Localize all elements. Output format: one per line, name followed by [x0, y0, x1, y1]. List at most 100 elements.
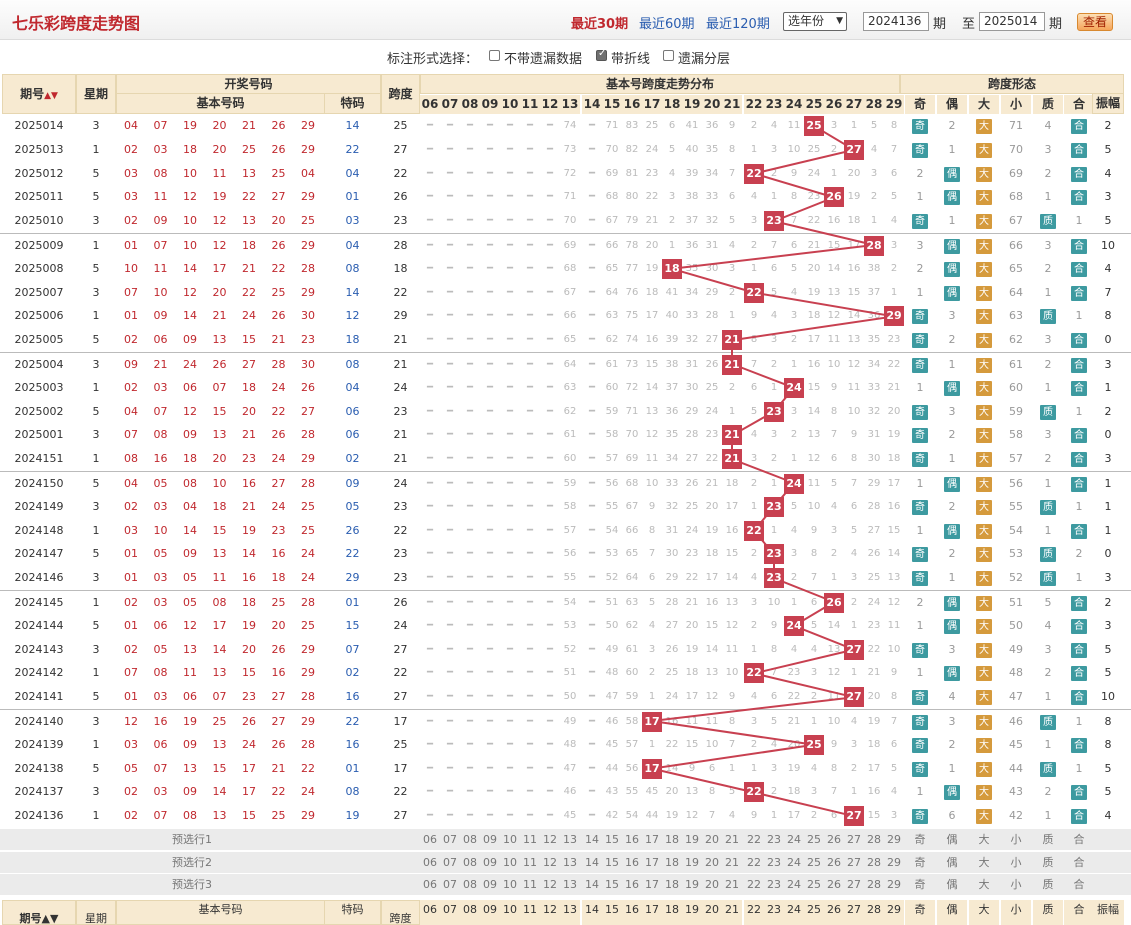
- preselect-number[interactable]: 29: [887, 878, 901, 891]
- preselect-number[interactable]: 19: [685, 855, 699, 869]
- preselect-number[interactable]: 27: [847, 833, 861, 846]
- preselect-form[interactable]: 奇: [914, 833, 926, 846]
- preselect-number[interactable]: 14: [585, 833, 599, 846]
- preselect-number[interactable]: 21: [725, 878, 739, 891]
- query-button[interactable]: 查看: [1077, 13, 1113, 31]
- preselect-number[interactable]: 26: [827, 878, 841, 891]
- preselect-number[interactable]: 10: [503, 855, 517, 869]
- preselect-number[interactable]: 25: [807, 833, 821, 846]
- preselect-number[interactable]: 26: [827, 855, 841, 869]
- preselect-number[interactable]: 15: [605, 833, 619, 846]
- preselect-form[interactable]: 大: [978, 878, 990, 891]
- preselect-number[interactable]: 28: [867, 833, 881, 846]
- preselect-form[interactable]: 奇: [914, 878, 926, 891]
- preselect-form[interactable]: 偶: [946, 855, 958, 869]
- preselect-number[interactable]: 09: [483, 855, 497, 869]
- preselect-number[interactable]: 22: [747, 878, 761, 891]
- preselect-number[interactable]: 18: [665, 878, 679, 891]
- preselect-form[interactable]: 质: [1042, 833, 1054, 846]
- preselect-number[interactable]: 25: [807, 878, 821, 891]
- preselect-number[interactable]: 21: [725, 833, 739, 846]
- preselect-number[interactable]: 11: [523, 878, 537, 891]
- preselect-number[interactable]: 16: [625, 833, 639, 846]
- preselect-form[interactable]: 奇: [914, 855, 926, 869]
- preselect-form[interactable]: 大: [978, 855, 990, 869]
- preselect-form[interactable]: 合: [1073, 833, 1085, 846]
- link-recent-60[interactable]: 最近60期: [639, 17, 695, 32]
- link-recent-120[interactable]: 最近120期: [706, 17, 770, 32]
- preselect-number[interactable]: 16: [625, 855, 639, 869]
- preselect-number[interactable]: 23: [767, 878, 781, 891]
- preselect-number[interactable]: 23: [767, 833, 781, 846]
- preselect-number[interactable]: 24: [787, 878, 801, 891]
- preselect-number[interactable]: 24: [787, 855, 801, 869]
- checkbox-layered[interactable]: [663, 50, 674, 61]
- preselect-form[interactable]: 偶: [946, 833, 958, 846]
- preselect-number[interactable]: 13: [563, 833, 577, 846]
- preselect-number[interactable]: 20: [705, 855, 719, 869]
- year-select[interactable]: 选年份 ▼: [783, 12, 847, 31]
- preselect-number[interactable]: 12: [543, 833, 557, 846]
- preselect-number[interactable]: 13: [563, 878, 577, 891]
- preselect-number[interactable]: 17: [645, 878, 659, 891]
- preselect-number[interactable]: 27: [847, 855, 861, 869]
- preselect-number[interactable]: 07: [443, 833, 457, 846]
- link-recent-30[interactable]: 最近30期: [571, 17, 629, 32]
- preselect-number[interactable]: 09: [483, 878, 497, 891]
- preselect-number[interactable]: 06: [423, 878, 437, 891]
- preselect-row[interactable]: 预选行2 06 07 08 09 10 11 12 13 14 15 16 17 18 19 20 21 22 23…: [0, 850, 1131, 873]
- preselect-number[interactable]: 12: [543, 855, 557, 869]
- preselect-number[interactable]: 17: [645, 855, 659, 869]
- checkbox-polyline[interactable]: [596, 48, 607, 61]
- preselect-number[interactable]: 18: [665, 855, 679, 869]
- preselect-number[interactable]: 14: [585, 855, 599, 869]
- preselect-number[interactable]: 10: [503, 878, 517, 891]
- preselect-number[interactable]: 12: [543, 878, 557, 891]
- preselect-number[interactable]: 11: [523, 833, 537, 846]
- preselect-number[interactable]: 06: [423, 855, 437, 869]
- preselect-form[interactable]: 小: [1010, 855, 1022, 869]
- preselect-form[interactable]: 质: [1042, 855, 1054, 869]
- preselect-number[interactable]: 08: [463, 833, 477, 846]
- preselect-number[interactable]: 25: [807, 855, 821, 869]
- preselect-number[interactable]: 08: [463, 878, 477, 891]
- preselect-number[interactable]: 11: [523, 855, 537, 869]
- preselect-form[interactable]: 质: [1042, 878, 1054, 891]
- preselect-number[interactable]: 18: [665, 833, 679, 846]
- preselect-number[interactable]: 28: [867, 878, 881, 891]
- preselect-number[interactable]: 28: [867, 855, 881, 869]
- preselect-number[interactable]: 08: [463, 855, 477, 869]
- preselect-number[interactable]: 26: [827, 833, 841, 846]
- preselect-form[interactable]: 合: [1073, 855, 1085, 869]
- preselect-number[interactable]: 21: [725, 855, 739, 869]
- preselect-number[interactable]: 27: [847, 878, 861, 891]
- preselect-number[interactable]: 13: [563, 855, 577, 869]
- preselect-row[interactable]: 预选行3 06 07 08 09 10 11 12 13 14 15 16 17 18 19 20 21 22 23…: [0, 873, 1131, 895]
- to-issue-input[interactable]: 2025014: [979, 12, 1045, 31]
- preselect-number[interactable]: 06: [423, 833, 437, 846]
- preselect-number[interactable]: 14: [585, 878, 599, 891]
- preselect-number[interactable]: 24: [787, 833, 801, 846]
- preselect-number[interactable]: 19: [685, 878, 699, 891]
- preselect-number[interactable]: 29: [887, 833, 901, 846]
- preselect-number[interactable]: 29: [887, 855, 901, 869]
- preselect-form[interactable]: 偶: [946, 878, 958, 891]
- preselect-number[interactable]: 15: [605, 855, 619, 869]
- col-issue-header[interactable]: 期号▲▼: [2, 74, 76, 114]
- preselect-number[interactable]: 07: [443, 878, 457, 891]
- preselect-form[interactable]: 小: [1010, 833, 1022, 846]
- preselect-number[interactable]: 22: [747, 855, 761, 869]
- preselect-number[interactable]: 23: [767, 855, 781, 869]
- checkbox-no-missing[interactable]: [489, 50, 500, 61]
- preselect-number[interactable]: 10: [503, 833, 517, 846]
- preselect-number[interactable]: 07: [443, 855, 457, 869]
- preselect-number[interactable]: 19: [685, 833, 699, 846]
- preselect-form[interactable]: 小: [1010, 878, 1022, 891]
- preselect-number[interactable]: 20: [705, 878, 719, 891]
- preselect-number[interactable]: 09: [483, 833, 497, 846]
- preselect-number[interactable]: 22: [747, 833, 761, 846]
- preselect-form[interactable]: 大: [978, 833, 990, 846]
- preselect-number[interactable]: 15: [605, 878, 619, 891]
- from-issue-input[interactable]: 2024136: [863, 12, 929, 31]
- preselect-number[interactable]: 16: [625, 878, 639, 891]
